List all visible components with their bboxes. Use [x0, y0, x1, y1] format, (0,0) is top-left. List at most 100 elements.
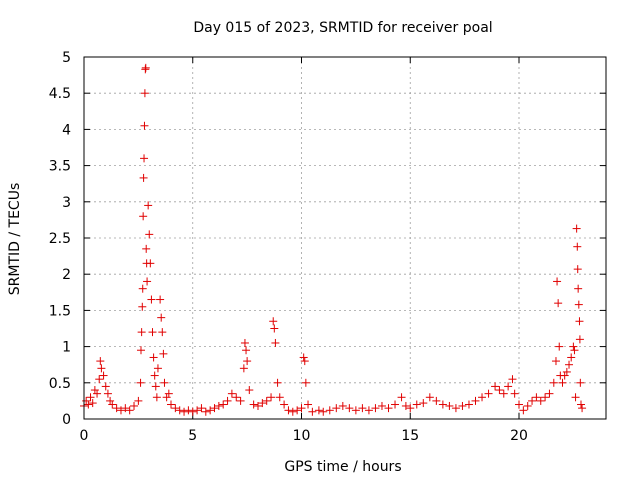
data-point [308, 407, 317, 416]
y-tick-label: 2.5 [49, 231, 71, 247]
data-point [301, 378, 310, 387]
data-point [167, 400, 175, 409]
y-tick-label: 5 [62, 50, 71, 66]
data-point [138, 302, 147, 311]
x-tick-label: 5 [188, 428, 197, 444]
data-point [130, 401, 139, 410]
data-point [171, 404, 180, 413]
data-point [88, 399, 97, 408]
data-points [80, 63, 587, 416]
data-point [139, 212, 148, 221]
data-point [275, 393, 284, 402]
x-tick-label: 15 [401, 428, 419, 444]
data-point [532, 393, 541, 402]
data-point [270, 324, 279, 333]
data-point [384, 404, 393, 413]
data-point [562, 367, 571, 376]
data-point [145, 230, 154, 239]
data-point [432, 396, 441, 405]
data-point [576, 378, 585, 387]
data-point [162, 393, 171, 402]
data-point [150, 371, 159, 380]
data-point [491, 382, 500, 391]
x-axis-label: GPS time / hours [284, 459, 401, 475]
data-point [572, 224, 581, 233]
data-point [93, 389, 102, 398]
data-point [300, 357, 309, 366]
data-point [242, 346, 251, 355]
data-point [478, 393, 487, 402]
data-point [147, 295, 156, 304]
data-point [536, 396, 545, 405]
x-tick-label: 0 [80, 428, 89, 444]
data-point [239, 364, 248, 373]
data-point [95, 375, 104, 384]
data-point [438, 400, 447, 409]
data-point [188, 407, 197, 416]
data-point [146, 259, 155, 268]
data-point [152, 393, 161, 402]
data-point [153, 364, 162, 373]
data-point [164, 389, 173, 398]
data-point [232, 393, 241, 402]
y-tick-label: 1 [62, 340, 71, 356]
data-point [140, 89, 149, 98]
data-point [319, 407, 328, 416]
data-point [345, 404, 354, 413]
data-point [141, 63, 150, 72]
data-point [573, 265, 582, 274]
data-point [545, 389, 554, 398]
x-tick-label: 10 [293, 428, 311, 444]
data-point [288, 407, 297, 416]
data-point [451, 404, 460, 413]
data-point [219, 400, 228, 409]
data-point [121, 404, 130, 413]
data-point [397, 393, 406, 402]
x-tick-labels: 0 5 10 15 20 [80, 428, 528, 444]
data-point [555, 342, 564, 351]
data-point [280, 400, 289, 409]
data-point [445, 401, 454, 410]
data-point [338, 401, 347, 410]
y-tick-label: 4 [62, 122, 71, 138]
data-point [149, 353, 158, 362]
data-point [541, 393, 550, 402]
data-point [136, 378, 145, 387]
data-point [549, 378, 558, 387]
y-tick-label: 1.5 [49, 303, 71, 319]
data-point [112, 404, 121, 413]
y-tick-label: 0 [62, 412, 71, 428]
data-point [140, 154, 149, 163]
data-point [464, 400, 473, 409]
data-point [425, 393, 434, 402]
y-tick-label: 2 [62, 267, 71, 283]
data-point [523, 401, 532, 410]
data-point [90, 386, 99, 395]
plot-frame [83, 56, 607, 420]
data-point [236, 396, 245, 405]
y-tick-labels: 0 0.5 1 1.5 2 2.5 3 3.5 4 4.5 5 [49, 50, 71, 428]
data-point [567, 353, 576, 362]
y-tick-label: 3 [62, 195, 71, 211]
data-point [245, 386, 254, 395]
data-point [258, 399, 267, 408]
data-point [243, 357, 252, 366]
data-point [262, 396, 271, 405]
data-point [558, 378, 567, 387]
data-point [254, 401, 262, 410]
data-point [314, 406, 323, 415]
data-point [576, 400, 585, 409]
data-point [574, 300, 583, 309]
data-point [377, 401, 386, 410]
data-point [156, 295, 165, 304]
data-point [304, 400, 313, 409]
data-point [508, 375, 517, 384]
data-point [101, 382, 110, 391]
data-point [108, 400, 117, 409]
y-axis-label: SRMTID / TECUs [7, 183, 23, 296]
data-point [297, 404, 306, 413]
data-point [184, 406, 193, 415]
data-point [210, 404, 219, 413]
data-point [325, 406, 334, 415]
